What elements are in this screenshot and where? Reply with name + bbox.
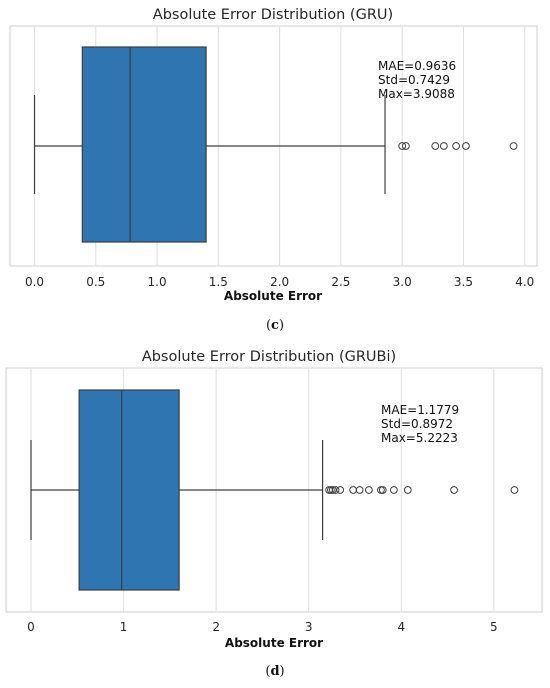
x-tick-label: 4.0: [515, 275, 534, 289]
outlier-point: [431, 142, 440, 150]
outlier-point: [349, 486, 358, 494]
outlier-point: [355, 486, 364, 494]
annotation-mae: MAE=1.1779: [381, 403, 459, 417]
annotation-max: Max=5.2223: [381, 431, 458, 445]
annotation-max: Max=3.9088: [378, 87, 455, 101]
outlier-point: [331, 486, 340, 494]
plot-area-frame: [5, 367, 543, 613]
outlier-point: [450, 486, 458, 494]
x-tick-label: 3: [305, 620, 313, 634]
outlier-point: [509, 142, 518, 150]
chart-title: Absolute Error Distribution (GRU): [153, 7, 393, 23]
x-tick-label: 3.0: [393, 275, 412, 289]
x-tick-label: 0: [27, 620, 35, 634]
x-tick-label: 1.5: [209, 275, 228, 289]
annotation-std: Std=0.8972: [381, 417, 453, 431]
x-tick-label: 0.0: [25, 275, 44, 289]
outlier-point: [336, 486, 345, 494]
outlier-point: [439, 142, 448, 150]
iqr-box: [81, 46, 207, 243]
outlier-point: [401, 142, 410, 150]
x-tick-label: 0.5: [86, 275, 105, 289]
figure-caption-c: (c): [265, 318, 285, 333]
x-tick-labels: 0.0 0.5 1.0 1.5 2.0 2.5 3.0 3.5 4.0: [25, 275, 534, 289]
x-tick-label: 5: [490, 620, 498, 634]
outlier-point: [462, 142, 470, 150]
caption-letter: c: [271, 318, 279, 333]
chart-panel-grubi: Absolute Error Distribution (GRUBi) 0 1 2 3…: [5, 349, 543, 650]
chart-title: Absolute Error Distribution (GRUBi): [142, 349, 396, 365]
outlier-point: [403, 486, 412, 494]
outlier-points: [325, 486, 519, 494]
outlier-point: [452, 142, 461, 150]
figure-caption-d: (d): [265, 664, 285, 679]
outlier-point: [398, 142, 407, 150]
x-axis-label: Absolute Error: [225, 636, 323, 650]
outlier-points: [398, 142, 518, 150]
outlier-point: [328, 486, 337, 494]
x-axis-label: Absolute Error: [224, 289, 322, 303]
outlier-point: [510, 486, 519, 494]
x-tick-label: 2: [212, 620, 220, 634]
outlier-point: [364, 486, 373, 494]
outlier-point: [378, 486, 387, 494]
x-tick-label: 2.0: [270, 275, 289, 289]
chart-panel-gru: Absolute Error Distribution (GRU) 0.0 0.5…: [9, 7, 538, 303]
plot-area-frame: [9, 25, 538, 267]
caption-letter: d: [270, 664, 280, 679]
x-tick-label: 4: [397, 620, 405, 634]
x-tick-label: 1: [120, 620, 128, 634]
x-tick-label: 3.5: [454, 275, 473, 289]
x-tick-label: 2.5: [331, 275, 350, 289]
outlier-point: [389, 486, 398, 494]
iqr-box: [78, 389, 180, 591]
x-tick-label: 1.0: [148, 275, 167, 289]
annotation-mae: MAE=0.9636: [378, 59, 456, 73]
annotation-std: Std=0.7429: [378, 73, 450, 87]
x-tick-labels: 0 1 2 3 4 5: [27, 620, 498, 634]
